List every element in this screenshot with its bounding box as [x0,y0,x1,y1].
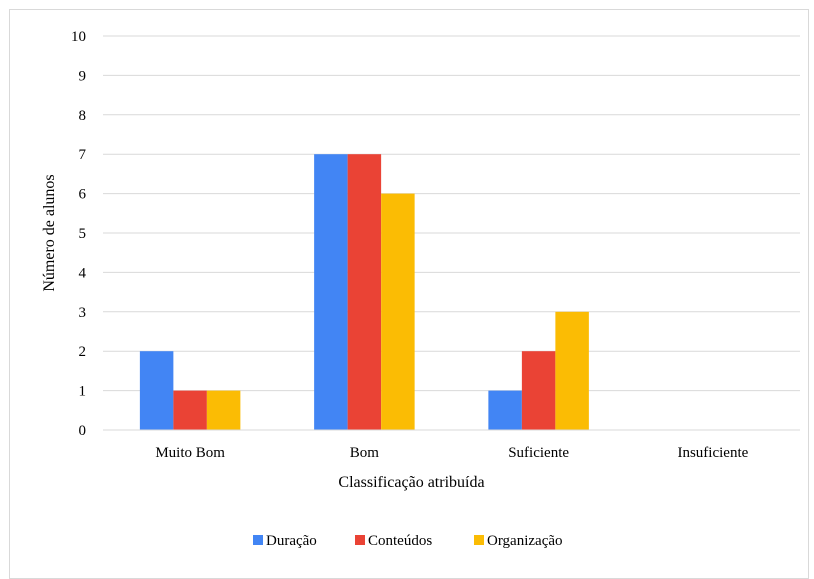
bar-organização [381,193,415,430]
legend-swatch [355,535,365,545]
y-tick-label: 9 [79,68,87,84]
bar-duração [139,351,174,430]
bars [139,154,589,430]
legend-item: Conteúdos [355,533,432,549]
bar-conteúdos [521,351,556,430]
bar-duração [488,390,522,430]
legend: Duração Conteúdos Organização [253,533,563,549]
x-tick-label: Bom [350,445,380,461]
y-tick-label: 7 [79,147,87,163]
y-tick-label: 5 [79,226,87,242]
y-axis-label: Número de alunos [41,174,58,291]
x-axis-label: Classificação atribuída [338,474,484,491]
y-tick-label: 6 [79,187,87,203]
bar-organização [206,390,241,430]
y-tick-label: 3 [79,305,87,321]
bar-conteúdos [173,390,207,430]
bar-chart: 0 1 2 3 4 5 6 7 8 9 10 Muito Bom Bom Suficiente Insuf… [41,29,800,549]
x-tick-label: Muito Bom [155,445,225,461]
legend-item: Organização [474,533,563,549]
y-axis-ticks: 0 1 2 3 4 5 6 7 8 9 10 [71,29,87,439]
y-tick-label: 8 [79,108,87,124]
y-tick-label: 1 [79,384,87,400]
legend-swatch [474,535,484,545]
legend-label: Duração [266,533,317,549]
legend-label: Conteúdos [368,533,432,549]
bar-duração [314,154,348,430]
legend-item: Duração [253,533,317,549]
y-tick-label: 0 [79,423,87,439]
y-tick-label: 10 [71,29,86,45]
bar-organização [555,311,589,430]
legend-label: Organização [487,533,563,549]
x-tick-label: Suficiente [508,445,569,461]
x-tick-label: Insuficiente [677,445,748,461]
y-tick-label: 4 [79,265,87,281]
bar-conteúdos [347,154,382,430]
x-axis-ticks: Muito Bom Bom Suficiente Insuficiente [155,445,748,461]
legend-swatch [253,535,263,545]
y-tick-label: 2 [79,344,87,360]
gridlines [103,35,800,392]
